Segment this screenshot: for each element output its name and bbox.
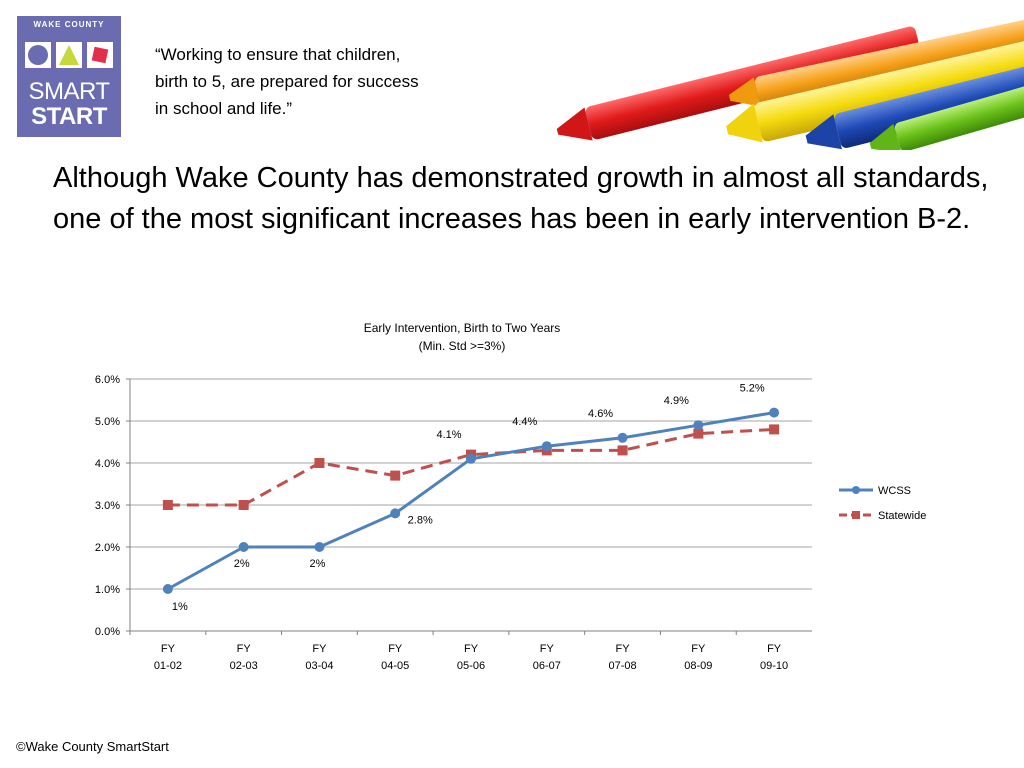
legend-label: Statewide	[878, 510, 926, 522]
data-label: 4.1%	[436, 429, 461, 441]
data-point-statewide	[390, 470, 401, 481]
data-point-wcss	[162, 584, 173, 594]
headline: Although Wake County has demonstrated gr…	[53, 162, 989, 235]
data-point-statewide	[314, 458, 325, 468]
data-label: 4.4%	[512, 416, 537, 428]
x-tick-label: 02-03	[230, 660, 258, 672]
x-tick-label: 04-05	[381, 660, 409, 672]
tagline-line: “Working to ensure that children,	[155, 45, 401, 64]
line-chart: Early Intervention, Birth to Two Years (…	[95, 321, 926, 672]
x-tick-label: 01-02	[154, 660, 182, 672]
series: 1% 2% 2% 2.8% 4.1% 4.4% 4.6% 4.9% 5.2%	[162, 383, 780, 613]
logo-top-text: WAKE COUNTY	[33, 20, 105, 29]
tagline-line: birth to 5, are prepared for success	[155, 72, 419, 91]
x-tick-label: FY	[388, 643, 403, 655]
data-point-wcss	[238, 542, 249, 552]
chart-title: Early Intervention, Birth to Two Years	[364, 321, 561, 335]
wake-county-smartstart-logo: WAKE COUNTY SMART START	[17, 16, 121, 137]
logo-shapes-icon	[25, 42, 113, 68]
chart-subtitle: (Min. Std >=3%)	[419, 339, 506, 353]
y-tick-label: 0.0%	[95, 626, 120, 638]
grid-lines	[130, 378, 812, 590]
x-tick-label: 08-09	[684, 660, 712, 672]
data-label: 2%	[234, 558, 250, 570]
x-tick-label: 05-06	[457, 660, 485, 672]
data-point-wcss	[390, 508, 401, 519]
legend: WCSS Statewide	[839, 485, 926, 522]
x-tick-label: FY	[767, 643, 782, 655]
legend-marker-wcss	[852, 486, 860, 494]
x-tick-label: FY	[616, 643, 631, 655]
axes: 0.0% 1.0% 2.0% 3.0% 4.0% 5.0% 6.0% FY 01-02 FY 02-…	[95, 374, 812, 672]
series-line-wcss	[167, 411, 775, 591]
x-tick-label: FY	[691, 643, 706, 655]
data-point-wcss	[466, 453, 476, 464]
x-tick-label: FY	[312, 643, 327, 655]
crayons-image	[556, 16, 1024, 150]
tagline-line: in school and life.”	[155, 99, 293, 118]
y-tick-label: 3.0%	[95, 500, 120, 512]
y-tick-label: 6.0%	[95, 374, 120, 386]
x-tick-label: 03-04	[305, 660, 333, 672]
logo-line-start: START	[31, 103, 107, 130]
x-tick-label: 09-10	[760, 660, 788, 672]
x-tick-label: 07-08	[608, 660, 636, 672]
series-line-statewide	[167, 427, 775, 507]
data-label: 4.9%	[664, 395, 689, 407]
footer-copyright: ©Wake County SmartStart	[16, 739, 169, 754]
y-tick-label: 1.0%	[95, 584, 120, 596]
data-label: 4.6%	[588, 408, 613, 420]
data-point-statewide	[238, 500, 249, 510]
legend-label: WCSS	[878, 485, 911, 497]
data-point-wcss	[769, 407, 780, 418]
x-tick-label: 06-07	[533, 660, 561, 672]
x-tick-label: FY	[237, 643, 252, 655]
tagline: “Working to ensure that children, birth …	[155, 41, 495, 122]
data-point-wcss	[314, 542, 325, 552]
data-label: 2%	[309, 558, 325, 570]
logo-line-smart: SMART	[28, 78, 110, 105]
y-tick-label: 4.0%	[95, 458, 120, 470]
y-tick-label: 2.0%	[95, 542, 120, 554]
x-tick-label: FY	[540, 643, 555, 655]
data-point-statewide	[617, 445, 628, 456]
data-label: 1%	[172, 601, 188, 613]
data-label: 2.8%	[408, 514, 433, 526]
x-tick-label: FY	[464, 643, 479, 655]
data-point-wcss	[693, 420, 704, 431]
data-point-statewide	[162, 500, 173, 510]
data-point-statewide	[693, 428, 704, 439]
data-point-statewide	[769, 424, 780, 435]
data-point-wcss	[617, 432, 628, 443]
x-tick-label: FY	[161, 643, 176, 655]
legend-marker-statewide	[852, 511, 860, 519]
y-tick-label: 5.0%	[95, 416, 120, 428]
data-label: 5.2%	[740, 383, 765, 395]
data-point-wcss	[541, 441, 552, 452]
